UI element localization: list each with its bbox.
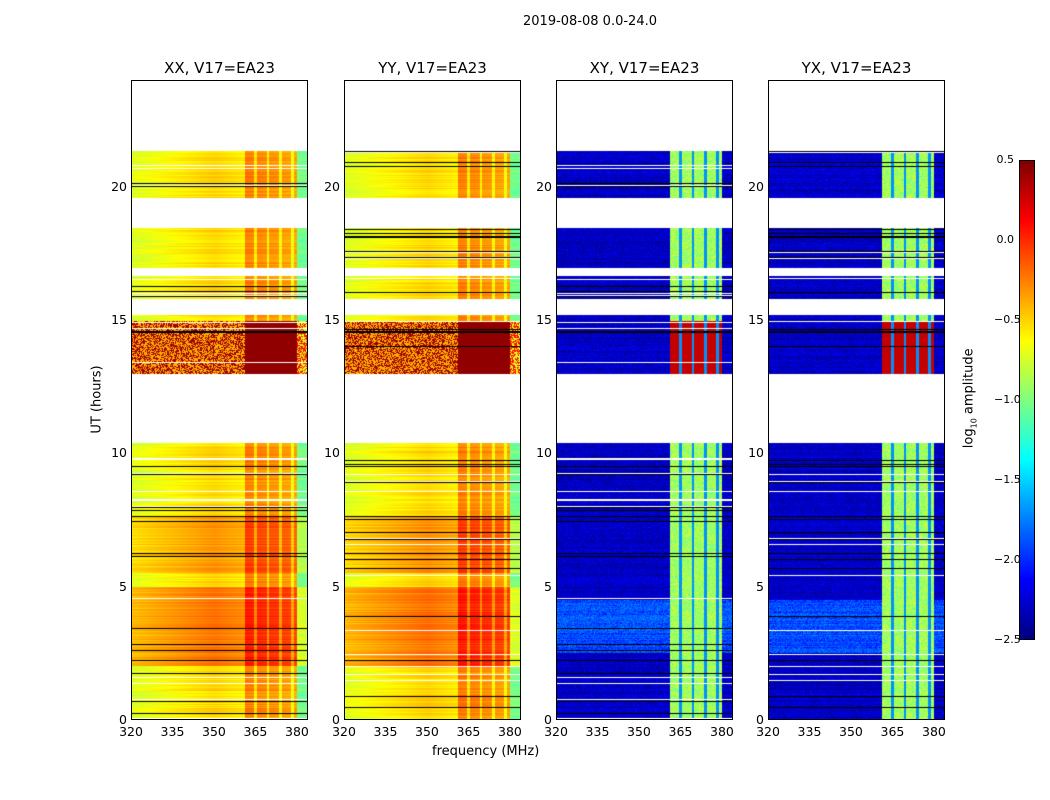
y-axis-label: UT (hours)	[89, 365, 105, 434]
colorbar-tick-label: −2.0	[994, 553, 1021, 566]
heatmap-panel	[344, 80, 521, 720]
x-tick-label: 380	[498, 724, 522, 739]
colorbar-tick-label: −2.5	[994, 633, 1021, 646]
x-tick-label: 365	[668, 724, 693, 739]
heatmap-panel	[131, 80, 308, 720]
y-tick-label: 0	[544, 712, 552, 727]
x-tick-label: 320	[119, 724, 143, 739]
x-tick-label: 335	[797, 724, 822, 739]
x-tick-label: 350	[415, 724, 439, 739]
figure-title: 2019-08-08 0.0-24.0	[523, 14, 657, 29]
y-tick-label: 15	[536, 312, 552, 327]
x-tick-label: 320	[544, 724, 568, 739]
y-tick-label: 15	[111, 312, 127, 327]
y-tick-label: 20	[748, 178, 764, 194]
colorbar-tick-label: 0.0	[996, 233, 1015, 246]
y-tick-label: 10	[111, 445, 127, 461]
y-tick-label: 0	[119, 712, 127, 727]
y-tick-label: 10	[536, 445, 552, 461]
y-tick-label: 20	[324, 178, 340, 194]
x-tick-label: 320	[332, 724, 356, 739]
y-tick-label: 10	[324, 445, 340, 461]
panel-title: XY, V17=EA23	[589, 59, 700, 77]
colorbar-label: log10 amplitude	[961, 348, 979, 449]
panel-title: YX, V17=EA23	[801, 59, 912, 77]
y-tick-label: 5	[119, 578, 127, 594]
x-tick-label: 320	[756, 724, 780, 739]
y-tick-label: 5	[756, 578, 764, 594]
y-tick-label: 20	[536, 178, 552, 194]
colorbar-tick-label: −0.5	[994, 313, 1021, 326]
x-tick-label: 335	[160, 724, 185, 739]
x-tick-label: 380	[922, 724, 946, 739]
x-tick-label: 365	[456, 724, 481, 739]
heatmap-image	[345, 81, 520, 719]
x-tick-label: 365	[243, 724, 268, 739]
panel-title: XX, V17=EA23	[164, 59, 275, 77]
colorbar-tick-label: 0.5	[996, 153, 1015, 166]
x-tick-label: 335	[373, 724, 398, 739]
heatmap-panel	[768, 80, 945, 720]
x-axis-label: frequency (MHz)	[432, 744, 540, 759]
colorbar	[1019, 160, 1035, 640]
y-tick-label: 10	[748, 445, 764, 461]
y-tick-label: 5	[544, 578, 552, 594]
heatmap-image	[769, 81, 944, 719]
colorbar-tick-label: −1.5	[994, 473, 1021, 486]
heatmap-panel	[556, 80, 733, 720]
colorbar-tick-label: −1.0	[994, 393, 1021, 406]
heatmap-image	[132, 81, 307, 719]
x-tick-label: 350	[839, 724, 863, 739]
heatmap-image	[557, 81, 732, 719]
y-tick-label: 0	[332, 712, 340, 727]
y-tick-label: 0	[756, 712, 764, 727]
x-tick-label: 380	[285, 724, 309, 739]
x-tick-label: 350	[627, 724, 651, 739]
y-tick-label: 20	[111, 178, 127, 194]
x-tick-label: 380	[710, 724, 734, 739]
panel-title: YY, V17=EA23	[378, 59, 487, 77]
y-tick-label: 15	[324, 312, 340, 327]
y-tick-label: 5	[332, 578, 340, 594]
x-tick-label: 350	[202, 724, 226, 739]
x-tick-label: 335	[585, 724, 610, 739]
y-tick-label: 15	[748, 312, 764, 327]
x-tick-label: 365	[880, 724, 905, 739]
